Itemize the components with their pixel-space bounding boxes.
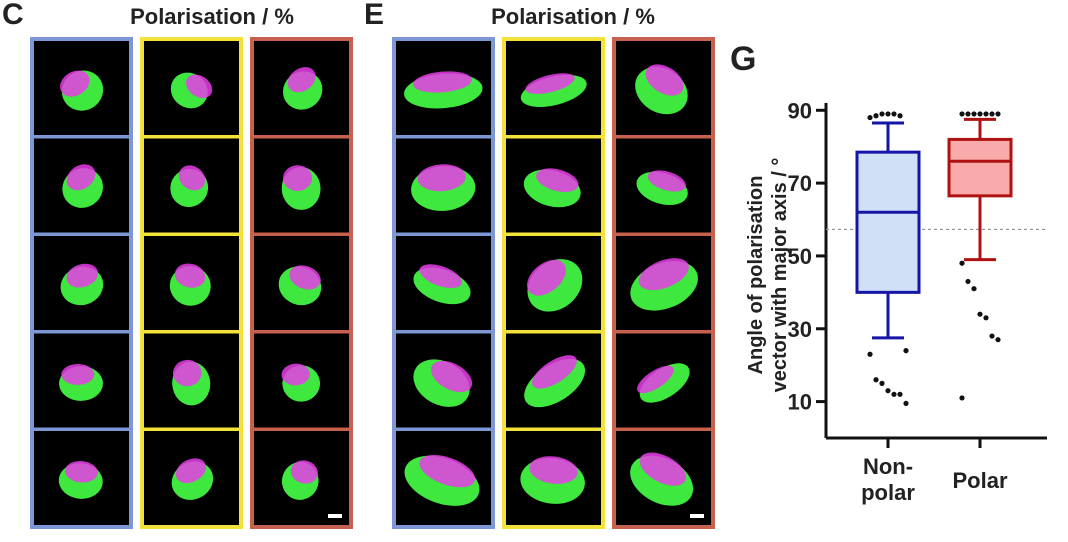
cell-magenta [290, 460, 318, 484]
outlier [879, 380, 885, 386]
outlier [995, 337, 1001, 343]
box [947, 137, 1013, 198]
scale-bar [328, 514, 342, 518]
outlier [971, 111, 977, 117]
cell-magenta [282, 165, 313, 191]
x-label-line: Non- [863, 454, 913, 479]
panel-letter: C [2, 0, 24, 31]
cell-magenta [647, 170, 686, 192]
cell-magenta [639, 452, 686, 486]
outlier [965, 278, 971, 285]
y-tick-label: 70 [788, 171, 812, 196]
outlier [873, 113, 879, 119]
y-tick-label: 10 [788, 390, 812, 415]
outlier [903, 400, 909, 407]
x-tick-label: Non-polar [861, 454, 915, 505]
outlier [885, 388, 891, 394]
cell-magenta [66, 164, 96, 191]
cell-magenta [532, 355, 577, 389]
cell-magenta [645, 64, 684, 96]
cell-magenta [419, 264, 462, 288]
cell-magenta [525, 73, 575, 94]
outlier [873, 377, 879, 383]
y-tick-label: 30 [788, 317, 812, 342]
cell-magenta [431, 360, 473, 393]
outlier [977, 311, 983, 317]
y-tick-label: 50 [788, 244, 812, 269]
outlier [983, 315, 989, 321]
cell-magenta [289, 265, 321, 290]
x-tick-label: Polar [952, 468, 1007, 493]
cell-magenta [419, 454, 476, 488]
cell-magenta [638, 258, 689, 291]
outlier [959, 395, 965, 401]
outlier [995, 111, 1001, 117]
outlier [959, 260, 965, 266]
cell-magenta [174, 263, 206, 288]
cell-magenta [175, 458, 206, 484]
cell-magenta [527, 259, 566, 296]
cell-magenta [61, 363, 95, 385]
y-label-line: vector with major axis / ° [769, 158, 791, 393]
y-axis-label: Angle of polarisation vector with major a… [745, 158, 791, 393]
outlier [879, 111, 885, 117]
axis-title: Polarisation / % [491, 4, 655, 29]
axis-title: Polarisation / % [130, 4, 294, 29]
panel-letter: E [364, 0, 384, 31]
outlier [867, 351, 873, 357]
x-label-line: Polar [952, 468, 1007, 493]
outlier [959, 111, 965, 117]
cell-magenta [637, 365, 674, 394]
cell-magenta [64, 461, 98, 483]
outlier [897, 113, 903, 119]
outlier [965, 111, 971, 117]
outlier [977, 111, 983, 117]
y-label-line: Angle of polarisation [745, 176, 767, 375]
outlier [903, 348, 909, 354]
outlier [891, 391, 897, 397]
cell-magenta [66, 263, 99, 288]
outlier [989, 111, 995, 117]
image-grid [30, 37, 715, 529]
outlier [867, 114, 873, 121]
cell-magenta [529, 456, 578, 484]
cell-magenta [417, 164, 466, 192]
cell-magenta [281, 363, 310, 386]
cell-magenta [60, 70, 90, 97]
cell-magenta [185, 74, 213, 99]
panel-letter: G [730, 40, 756, 78]
cell-magenta [412, 71, 472, 93]
cell-magenta [536, 168, 579, 192]
outlier [891, 111, 897, 117]
y-tick-label: 90 [788, 98, 812, 123]
box-plot: 10 30 50 70 90 Angle of polarisation vector wi… [745, 98, 1047, 505]
outlier [885, 111, 891, 117]
cell-magenta [287, 67, 316, 93]
box [855, 150, 921, 294]
scale-bar [690, 514, 704, 518]
cell-magenta [178, 165, 206, 191]
outlier [971, 286, 977, 292]
outlier [897, 391, 903, 397]
outlier [989, 333, 995, 339]
cell-magenta [172, 359, 202, 387]
outlier [983, 111, 989, 117]
x-label-line: polar [861, 480, 915, 505]
